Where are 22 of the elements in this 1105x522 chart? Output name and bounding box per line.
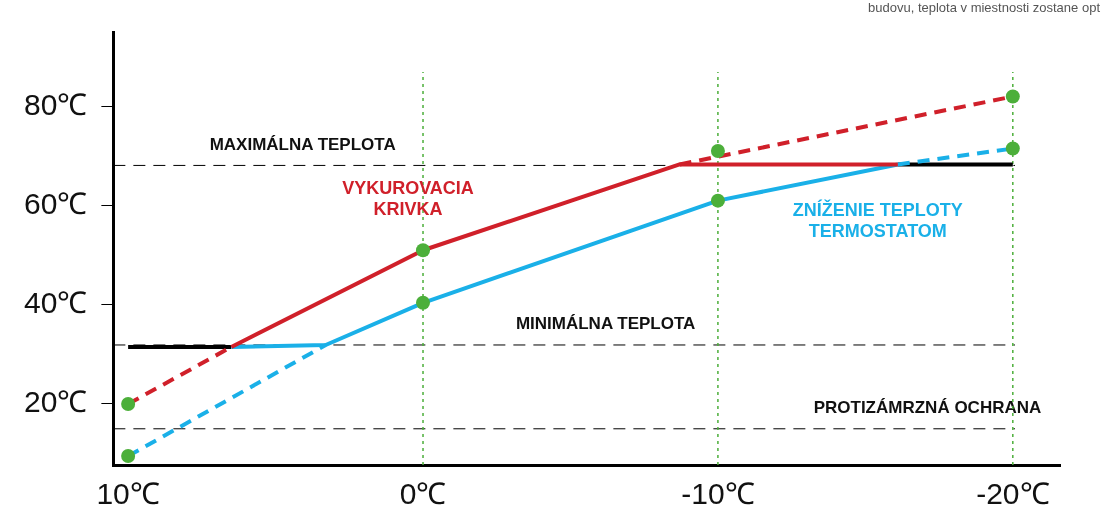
ref-line-label: MAXIMÁLNA TEPLOTA	[209, 134, 396, 154]
point	[121, 396, 136, 411]
text: budovu, teplota v miestnosti zostane opt	[868, 0, 1101, 16]
point	[416, 243, 431, 258]
ref-line-label: PROTIZÁMRZNÁ OCHRANA	[813, 397, 1042, 417]
x-tick-label: -10℃	[681, 477, 755, 511]
point	[416, 295, 431, 310]
y-tick-label: 80℃	[23, 87, 88, 121]
series-label: VYKUROVACIA KRIVKA	[342, 178, 474, 220]
series-label: ZNÍŽENIE TEPLOTY TERMOSTATOM	[792, 199, 963, 242]
point	[710, 144, 725, 159]
y-tick-label: 40℃	[23, 286, 88, 320]
point	[1005, 141, 1020, 156]
ref-line-label: MINIMÁLNA TEPLOTA	[515, 314, 696, 334]
x-tick-label: 10℃	[96, 477, 160, 511]
x-tick-label: 0℃	[399, 477, 447, 511]
y-tick-label: 20℃	[23, 385, 88, 419]
point	[1005, 89, 1020, 104]
y-tick-label: 60℃	[23, 186, 88, 220]
point	[710, 193, 725, 208]
point	[121, 449, 136, 464]
x-tick-label: -20℃	[976, 477, 1050, 511]
